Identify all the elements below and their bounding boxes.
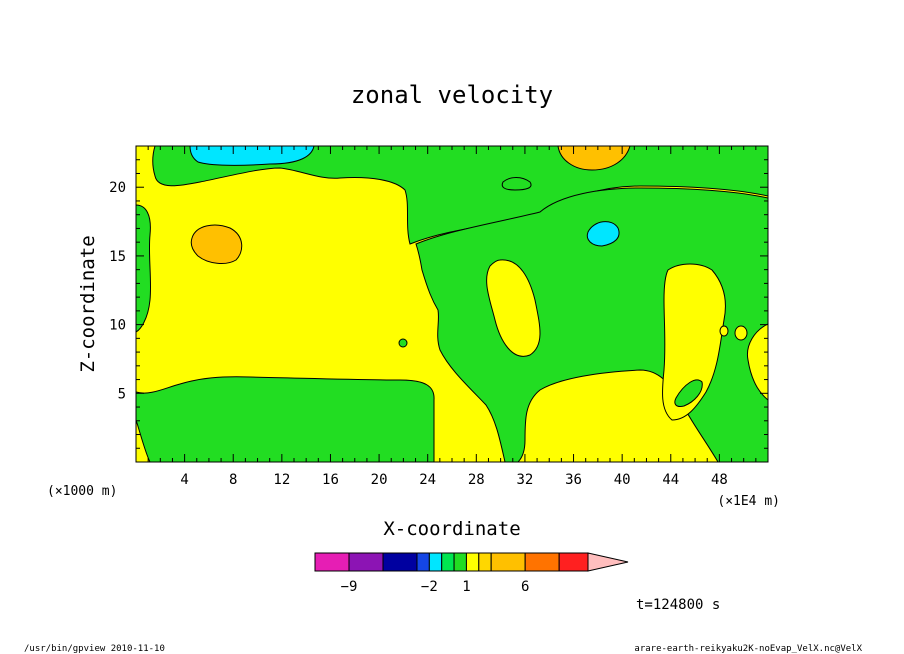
- y-tick-label: 5: [118, 386, 126, 402]
- y-axis-label: Z-coordinate: [77, 235, 99, 372]
- x-tick-label: 20: [371, 472, 388, 488]
- y-tick-label: 15: [109, 249, 126, 265]
- region-2-to-3: [557, 146, 631, 171]
- colorbar: −9 −2 1 6: [314, 552, 629, 595]
- colorbar-box: [490, 552, 526, 572]
- y-tick-label: 20: [109, 180, 126, 196]
- x-tick-label: 8: [229, 472, 237, 488]
- colorbar-box: [314, 552, 350, 572]
- y-axis: 5 10 15 20: [109, 159, 768, 449]
- x-tick-label: 28: [468, 472, 485, 488]
- colorbar-box: [382, 552, 418, 572]
- x-tick-label: 16: [322, 472, 339, 488]
- x-unit-right: (×1E4 m): [717, 494, 780, 509]
- x-tick-label: 44: [662, 472, 679, 488]
- x-axis-label: X-coordinate: [383, 518, 520, 540]
- x-tick-label: 4: [180, 472, 188, 488]
- chart-title: zonal velocity: [351, 81, 553, 109]
- region-neg-1-to-0: [136, 376, 435, 462]
- region-neg-1-to-0: [501, 177, 532, 191]
- colorbar-arrow: [587, 552, 629, 572]
- colorbar-box: [453, 552, 467, 572]
- region-neg-2-to-neg-1: [586, 221, 620, 247]
- region-neg-1-to-0: [398, 338, 408, 348]
- region-0-to-1: [486, 259, 541, 357]
- footer-left: /usr/bin/gpview 2010-11-10: [24, 644, 165, 654]
- colorbar-tick-label: −9: [341, 579, 358, 595]
- region-0-to-1: [661, 263, 726, 421]
- x-tick-label: 36: [565, 472, 582, 488]
- colorbar-tick-label: −2: [421, 579, 438, 595]
- footer-right: arare-earth-reikyaku2K-noEvap_VelX.nc@Ve…: [634, 644, 862, 654]
- y-tick-label: 10: [109, 318, 126, 334]
- region-neg-1-to-0: [674, 379, 703, 407]
- region-0-to-1: [734, 325, 748, 341]
- region-neg-2-to-neg-1: [189, 146, 315, 166]
- x-tick-label: 32: [516, 472, 533, 488]
- region-0-to-1: [719, 325, 729, 337]
- x-tick-label: 48: [711, 472, 728, 488]
- colorbar-box: [441, 552, 455, 572]
- colorbar-tick-label: 6: [521, 579, 529, 595]
- colorbar-box: [465, 552, 480, 572]
- x-tick-label: 24: [419, 472, 436, 488]
- region-neg-1-to-0: [152, 146, 768, 245]
- region-2-to-3: [190, 224, 243, 264]
- colorbar-tick-label: 1: [462, 579, 470, 595]
- colorbar-box: [348, 552, 384, 572]
- colorbar-box: [416, 552, 430, 572]
- x-tick-label: 40: [614, 472, 631, 488]
- colorbar-box: [558, 552, 589, 572]
- colorbar-box: [524, 552, 560, 572]
- x-tick-label: 12: [273, 472, 290, 488]
- time-label: t=124800 s: [636, 597, 720, 613]
- colorbar-box: [478, 552, 492, 572]
- x-unit-left: (×1000 m): [47, 484, 117, 499]
- colorbar-box: [428, 552, 443, 572]
- x-axis: 4 8 12 16 20 24 28 32 36 40 44 48: [147, 146, 757, 488]
